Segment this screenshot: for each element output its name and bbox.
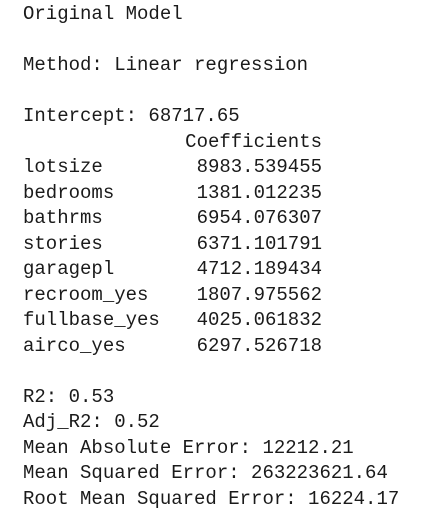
coefficient-value: 4712.189434 bbox=[196, 258, 322, 281]
metric-line: Root Mean Squared Error: 16224.17 bbox=[23, 487, 400, 510]
metric-line: R2: 0.53 bbox=[23, 385, 115, 408]
coefficient-value: 1807.975562 bbox=[196, 283, 322, 306]
variable-name: bedrooms bbox=[23, 181, 115, 204]
table-header: Coefficients bbox=[185, 130, 322, 153]
coefficient-value: 4025.061832 bbox=[196, 309, 322, 332]
variable-name: stories bbox=[23, 232, 103, 255]
metric-line: Mean Absolute Error: 12212.21 bbox=[23, 436, 354, 459]
coefficient-value: 6371.101791 bbox=[196, 232, 322, 255]
variable-name: airco_yes bbox=[23, 334, 126, 357]
variable-name: recroom_yes bbox=[23, 283, 149, 306]
variable-name: bathrms bbox=[23, 207, 103, 230]
variable-name: lotsize bbox=[23, 156, 103, 179]
coefficient-value: 8983.539455 bbox=[196, 156, 322, 179]
coefficient-value: 6297.526718 bbox=[196, 334, 322, 357]
model-title: Original Model bbox=[23, 3, 183, 26]
variable-name: fullbase_yes bbox=[23, 309, 160, 332]
variable-name: garagepl bbox=[23, 258, 115, 281]
metric-line: Mean Squared Error: 263223621.64 bbox=[23, 462, 388, 485]
coefficient-value: 1381.012235 bbox=[196, 181, 322, 204]
metric-line: Adj_R2: 0.52 bbox=[23, 411, 160, 434]
coefficient-value: 6954.076307 bbox=[196, 207, 322, 230]
intercept-line: Intercept: 68717.65 bbox=[23, 105, 240, 128]
method-line: Method: Linear regression bbox=[23, 54, 309, 77]
